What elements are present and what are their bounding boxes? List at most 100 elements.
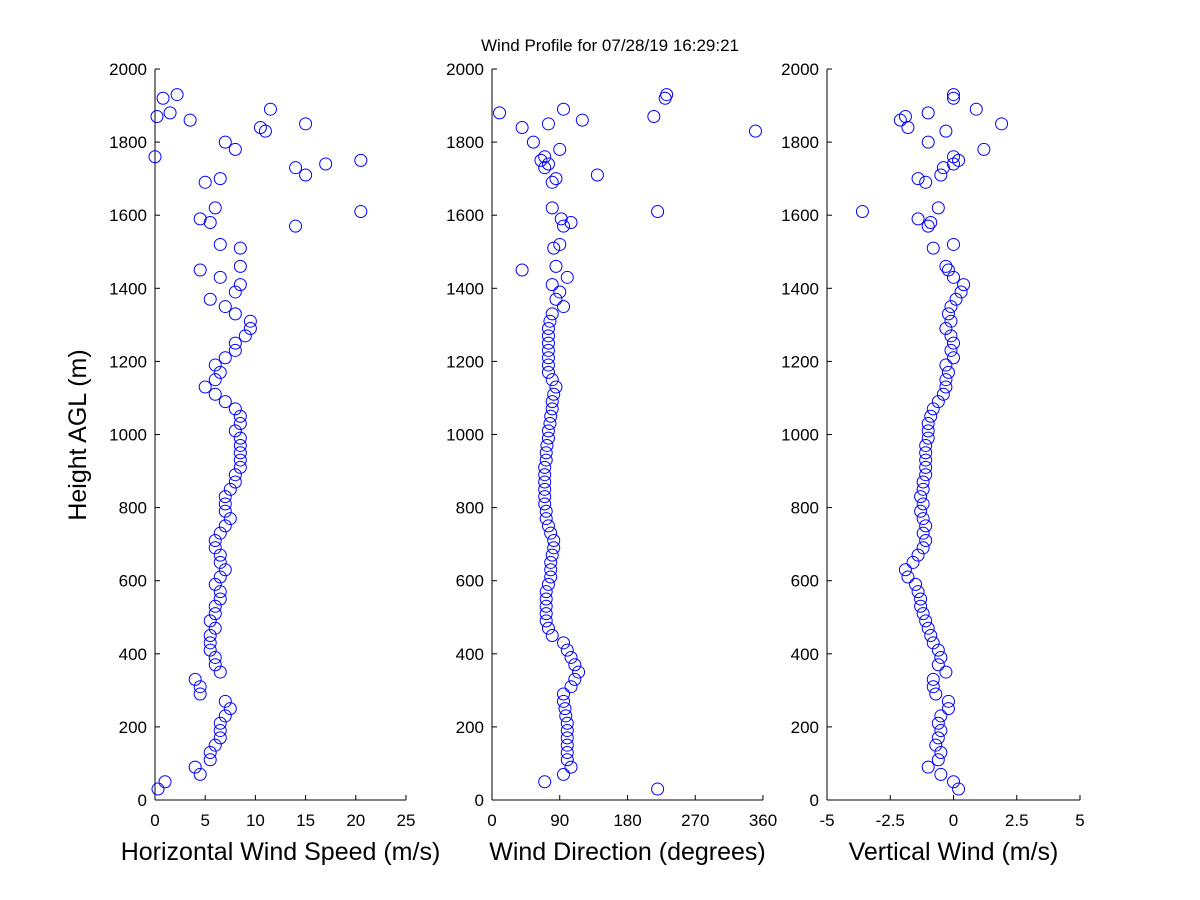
point (526, 135, 540, 149)
point (914, 490, 928, 504)
point (558, 702, 572, 716)
point (213, 665, 227, 679)
point (947, 351, 960, 365)
point (911, 548, 925, 562)
y-tick-label: 800 (791, 499, 819, 518)
point (934, 650, 948, 664)
point (924, 216, 938, 230)
point (538, 490, 552, 504)
y-tick-label: 200 (791, 718, 819, 737)
point (213, 172, 227, 186)
point (921, 106, 935, 120)
point (564, 216, 578, 230)
point (228, 336, 242, 350)
point (156, 91, 170, 105)
point (538, 775, 552, 789)
point (545, 548, 559, 562)
point (916, 512, 930, 526)
point (944, 300, 958, 314)
point (541, 577, 555, 591)
point (223, 702, 237, 716)
y-axis-label: Height AGL (m) (64, 349, 92, 520)
point (560, 270, 574, 284)
y-tick-label: 2000 (781, 60, 819, 79)
point (539, 512, 553, 526)
point (916, 541, 930, 555)
y-tick-label: 400 (119, 645, 147, 664)
y-tick-label: 0 (810, 791, 819, 810)
point (193, 680, 207, 694)
point (921, 431, 935, 445)
point (538, 475, 552, 489)
point (564, 680, 578, 694)
point (233, 453, 247, 467)
point (929, 738, 943, 752)
point (914, 504, 928, 518)
point (544, 526, 558, 540)
point (238, 329, 252, 343)
point (543, 314, 557, 328)
y-tick-label: 1200 (446, 352, 484, 371)
point (926, 672, 940, 686)
y-tick-label: 800 (119, 499, 147, 518)
point (354, 153, 368, 167)
point (493, 106, 507, 120)
point (545, 201, 559, 215)
point (939, 259, 953, 273)
point (544, 570, 558, 584)
point (560, 716, 574, 730)
point (213, 548, 227, 562)
x-axis-label: Vertical Wind (m/s) (849, 838, 1059, 866)
point (213, 365, 227, 379)
y-tick-label: 1200 (109, 352, 147, 371)
point (545, 175, 559, 189)
point (931, 716, 945, 730)
point (228, 402, 242, 416)
point (228, 475, 242, 489)
point (218, 135, 232, 149)
point (651, 205, 665, 219)
point (148, 150, 162, 164)
point (926, 636, 940, 650)
x-tick-label: 270 (681, 811, 709, 830)
point (931, 395, 945, 409)
point (541, 431, 555, 445)
point (233, 438, 247, 452)
point (916, 497, 930, 511)
point (203, 753, 217, 767)
point (151, 782, 165, 796)
point (557, 300, 571, 314)
point (911, 212, 925, 226)
point (208, 201, 222, 215)
point (931, 753, 945, 767)
point (540, 438, 554, 452)
point (203, 745, 217, 759)
y-tick-label: 600 (456, 572, 484, 591)
y-tick-label: 1000 (781, 426, 819, 445)
y-tick-label: 1600 (109, 206, 147, 225)
point (228, 307, 242, 321)
y-tick-label: 1800 (446, 133, 484, 152)
y-tick-label: 0 (138, 791, 147, 810)
point (218, 300, 232, 314)
point (947, 150, 960, 164)
y-tick-label: 0 (475, 791, 484, 810)
point (188, 760, 202, 774)
y-tick-label: 200 (119, 718, 147, 737)
point (901, 120, 915, 134)
point (916, 475, 930, 489)
point (553, 237, 567, 251)
point (568, 672, 582, 686)
point (354, 205, 368, 219)
point (208, 541, 222, 555)
point (208, 621, 222, 635)
point (914, 592, 928, 606)
point (218, 694, 232, 708)
point (947, 270, 960, 284)
point (543, 417, 557, 431)
point (921, 424, 935, 438)
point (541, 621, 555, 635)
point (544, 409, 558, 423)
x-tick-label: 10 (246, 811, 265, 830)
point (541, 358, 555, 372)
